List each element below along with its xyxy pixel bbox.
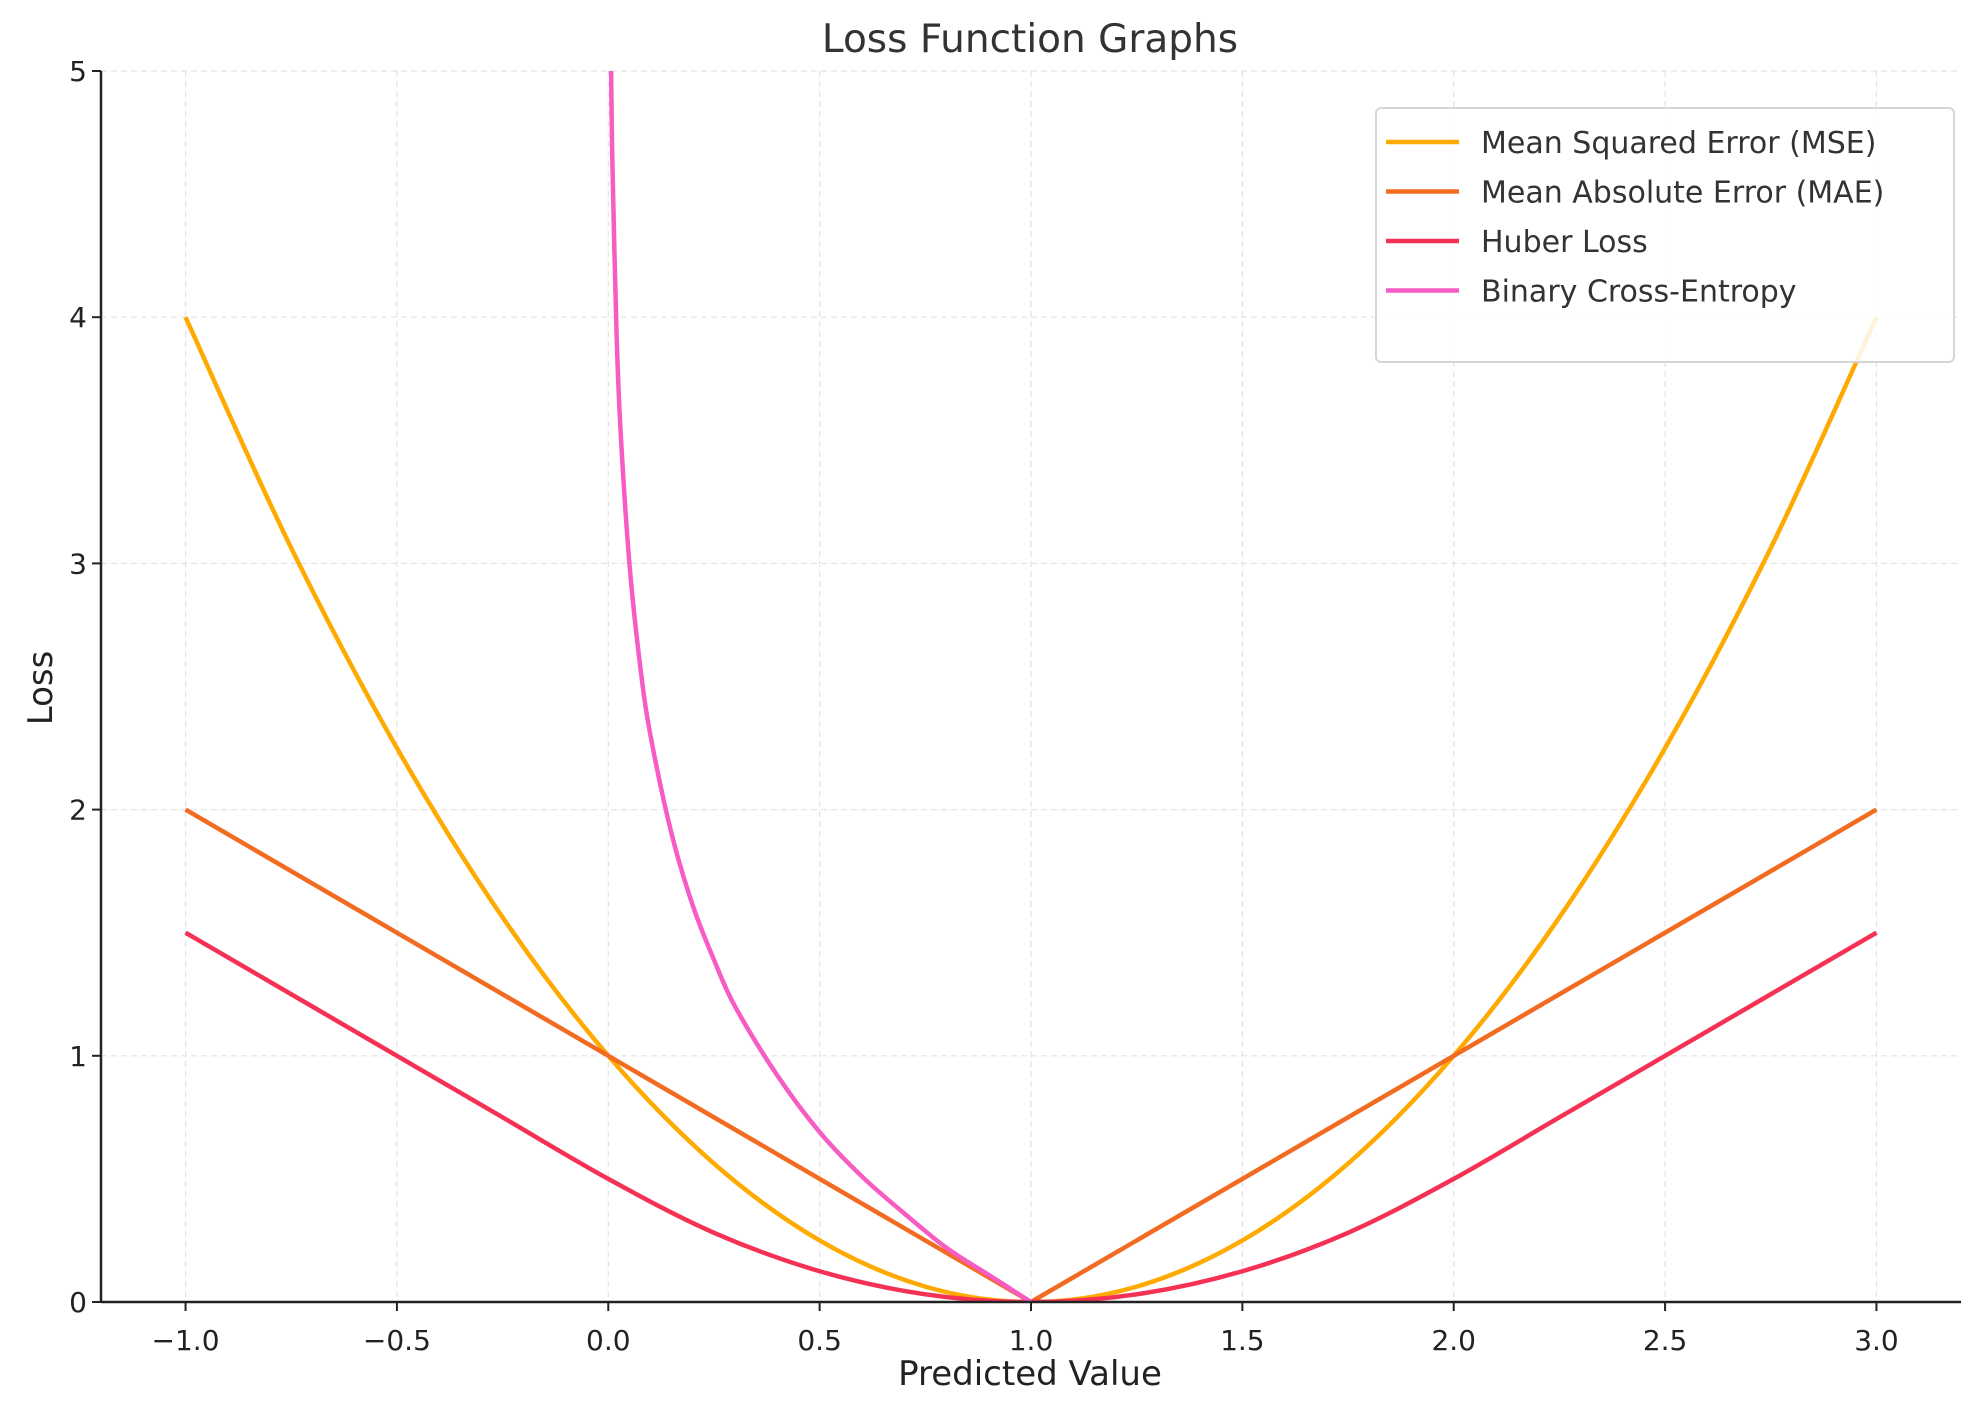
x-tick-label: 3.0 [1854, 1324, 1899, 1357]
y-axis-label: Loss [21, 651, 61, 726]
y-tick-label: 2 [69, 794, 87, 827]
x-tick-label: 1.5 [1220, 1324, 1265, 1357]
y-tick-label: 4 [69, 301, 87, 334]
legend-label: Binary Cross-Entropy [1481, 275, 1797, 310]
chart-title: Loss Function Graphs [822, 17, 1238, 62]
x-tick-label: 0.0 [586, 1324, 631, 1357]
series-line-1 [183, 316, 1879, 1302]
y-tick-label: 5 [69, 55, 87, 88]
x-ticks: −1.0 −0.5 0.0 0.5 1.0 1.5 2.0 2.5 3.0 [152, 1302, 1899, 1357]
x-tick-label: 2.5 [1643, 1324, 1688, 1357]
x-tick-label: 1.0 [1009, 1324, 1054, 1357]
series-line-4 [608, 71, 1033, 1302]
x-tick-label: −0.5 [363, 1324, 431, 1357]
x-tick-label: 2.0 [1431, 1324, 1476, 1357]
y-tick-label: 0 [69, 1286, 87, 1319]
y-tick-label: 1 [69, 1040, 87, 1073]
y-ticks: 0 1 2 3 4 5 [69, 55, 101, 1319]
legend-label: Huber Loss [1481, 225, 1648, 260]
legend-label: Mean Squared Error (MSE) [1481, 126, 1876, 161]
y-tick-label: 3 [69, 547, 87, 580]
series-line-2 [184, 807, 1878, 1302]
series-line-3 [184, 930, 1878, 1302]
series-lines [183, 71, 1879, 1302]
x-axis-label: Predicted Value [898, 1354, 1162, 1394]
x-tick-label: −1.0 [152, 1324, 220, 1357]
legend-frame [1375, 107, 1955, 363]
x-tick-label: 0.5 [797, 1324, 842, 1357]
legend-label: Mean Absolute Error (MAE) [1481, 176, 1884, 211]
legend: Mean Squared Error (MSE) Mean Absolute Er… [1375, 107, 1955, 363]
